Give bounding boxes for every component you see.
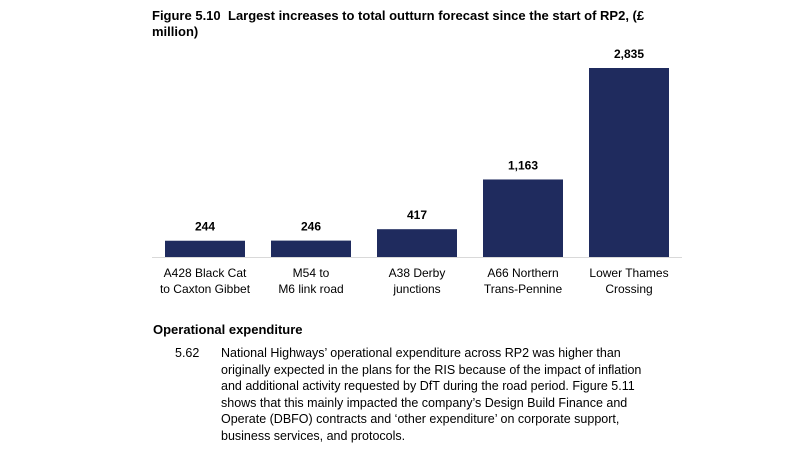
category-label: Crossing bbox=[605, 282, 652, 296]
bar bbox=[377, 229, 457, 257]
category-label: M54 to bbox=[293, 266, 330, 280]
section-heading: Operational expenditure bbox=[153, 322, 303, 337]
figure-title: Figure 5.10 Largest increases to total ou… bbox=[152, 8, 672, 40]
bar-chart: 244 A428 Black Cat to Caxton Gibbet 246 M54 … bbox=[152, 47, 682, 296]
bar bbox=[483, 179, 563, 257]
category-label: to Caxton Gibbet bbox=[160, 282, 251, 296]
data-label: 1,163 bbox=[508, 158, 538, 172]
paragraph-number: 5.62 bbox=[175, 346, 200, 360]
data-label: 2,835 bbox=[614, 47, 644, 61]
data-label: 244 bbox=[195, 220, 215, 234]
category-label: A38 Derby bbox=[389, 266, 446, 280]
bar bbox=[589, 68, 669, 257]
category-label: A66 Northern bbox=[487, 266, 558, 280]
data-label: 417 bbox=[407, 208, 427, 222]
figure-caption: Largest increases to total outturn forec… bbox=[152, 8, 645, 39]
category-label: junctions bbox=[392, 282, 440, 296]
category-label: A428 Black Cat bbox=[164, 266, 247, 280]
data-label: 246 bbox=[301, 220, 321, 234]
bar bbox=[271, 240, 351, 257]
category-label: Trans-Pennine bbox=[484, 282, 563, 296]
category-label: M6 link road bbox=[278, 282, 343, 296]
paragraph: 5.62 National Highways’ operational expe… bbox=[175, 345, 675, 444]
category-label: Lower Thames bbox=[589, 266, 668, 280]
bar bbox=[165, 240, 245, 257]
figure-number: Figure 5.10 bbox=[152, 8, 221, 23]
paragraph-text: National Highways’ operational expenditu… bbox=[221, 346, 642, 443]
